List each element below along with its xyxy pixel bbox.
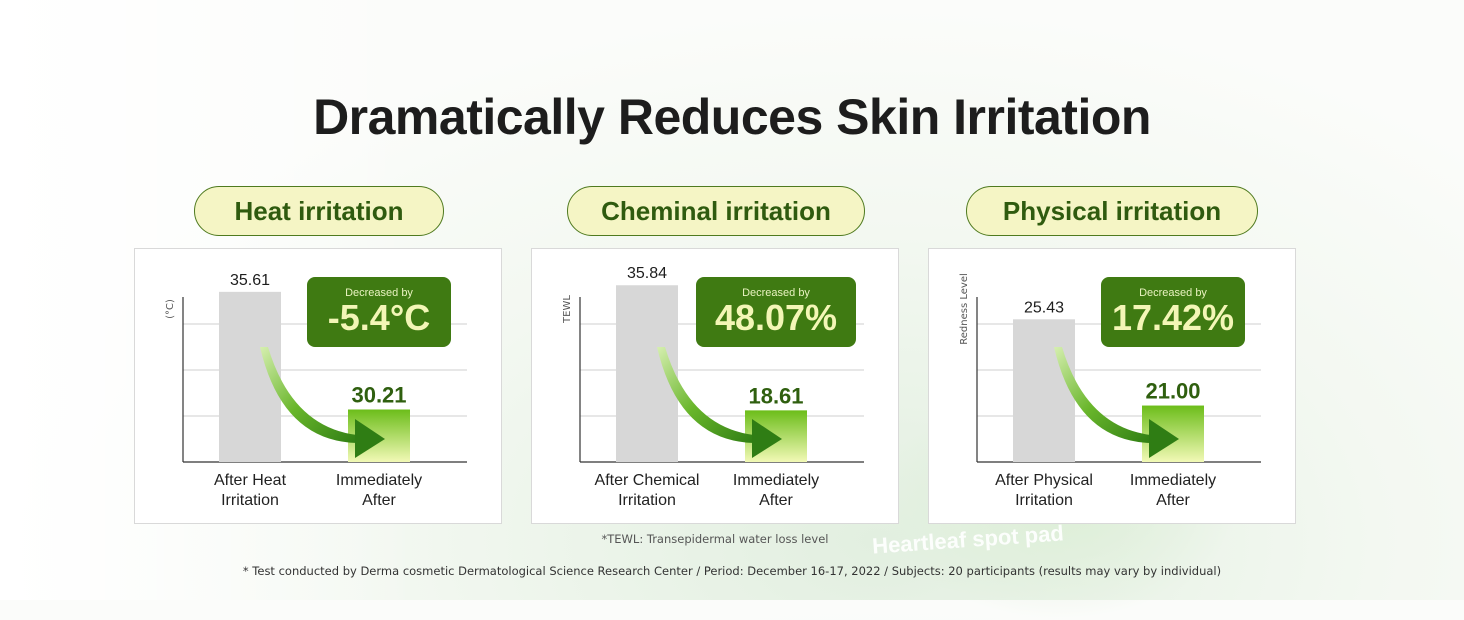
chart-panel: Redness Level 25.43 After Physical Irritati… (928, 248, 1296, 524)
chart-title-pill: Cheminal irritation (567, 186, 865, 236)
tewl-footnote: *TEWL: Transepidermal water loss level (601, 532, 829, 546)
badge-label: Decreased by (345, 287, 413, 299)
y-axis-label: (°C) (165, 299, 176, 319)
x-tick-label: Irritation (618, 492, 676, 509)
trend-arrow-body (657, 347, 754, 443)
x-tick-label: Immediately (1130, 472, 1216, 489)
data-label: 21.00 (1145, 379, 1200, 404)
data-label: 35.84 (627, 265, 667, 282)
badge-value: -5.4°C (327, 297, 431, 338)
data-label: 35.61 (230, 272, 270, 289)
x-tick-label: After Chemical (595, 472, 700, 489)
trend-arrow-head (1149, 419, 1179, 458)
decrease-badge: Decreased by -5.4°C (307, 277, 451, 347)
decrease-badge: Decreased by 48.07% (696, 277, 856, 347)
trend-arrow-body (1054, 347, 1151, 443)
x-tick-label: After (759, 492, 793, 509)
x-tick-label: Immediately (336, 472, 422, 489)
badge-label: Decreased by (742, 287, 810, 299)
chart-title-pill: Physical irritation (966, 186, 1258, 236)
bar-chart: (°C) 35.61 After Heat Irritation 30.21 Immedi… (165, 272, 467, 509)
decrease-badge: Decreased by 17.42% (1101, 277, 1245, 347)
badge-value: 48.07% (714, 297, 838, 338)
badge-label: Decreased by (1139, 287, 1207, 299)
study-footnote: * Test conducted by Derma cosmetic Derma… (242, 564, 1222, 578)
chart-panel: TEWL 35.84 After Chemical Irritation 18.61 Im… (531, 248, 899, 524)
x-tick-label: After (362, 492, 396, 509)
trend-arrow-head (355, 419, 385, 458)
chart-title-pill: Heat irritation (194, 186, 444, 236)
data-label: 25.43 (1024, 299, 1064, 316)
page-title: Dramatically Reduces Skin Irritation (313, 89, 1151, 145)
x-tick-label: Irritation (221, 492, 279, 509)
x-tick-label: After (1156, 492, 1190, 509)
data-label: 30.21 (351, 382, 406, 407)
x-tick-label: After Heat (214, 472, 287, 489)
trend-arrow-head (752, 419, 782, 458)
bar-chart: Redness Level 25.43 After Physical Irritati… (959, 273, 1261, 509)
trend-arrow-body (260, 347, 357, 443)
badge-value: 17.42% (1111, 297, 1235, 338)
chart-panel: (°C) 35.61 After Heat Irritation 30.21 Immedi… (134, 248, 502, 524)
y-axis-label: TEWL (562, 295, 573, 324)
x-tick-label: Immediately (733, 472, 819, 489)
bar-chart: TEWL 35.84 After Chemical Irritation 18.61 Im… (562, 265, 864, 509)
bar-before (1013, 319, 1075, 462)
data-label: 18.61 (748, 383, 803, 408)
y-axis-label: Redness Level (959, 273, 970, 344)
x-tick-label: Irritation (1015, 492, 1073, 509)
x-tick-label: After Physical (995, 472, 1093, 489)
